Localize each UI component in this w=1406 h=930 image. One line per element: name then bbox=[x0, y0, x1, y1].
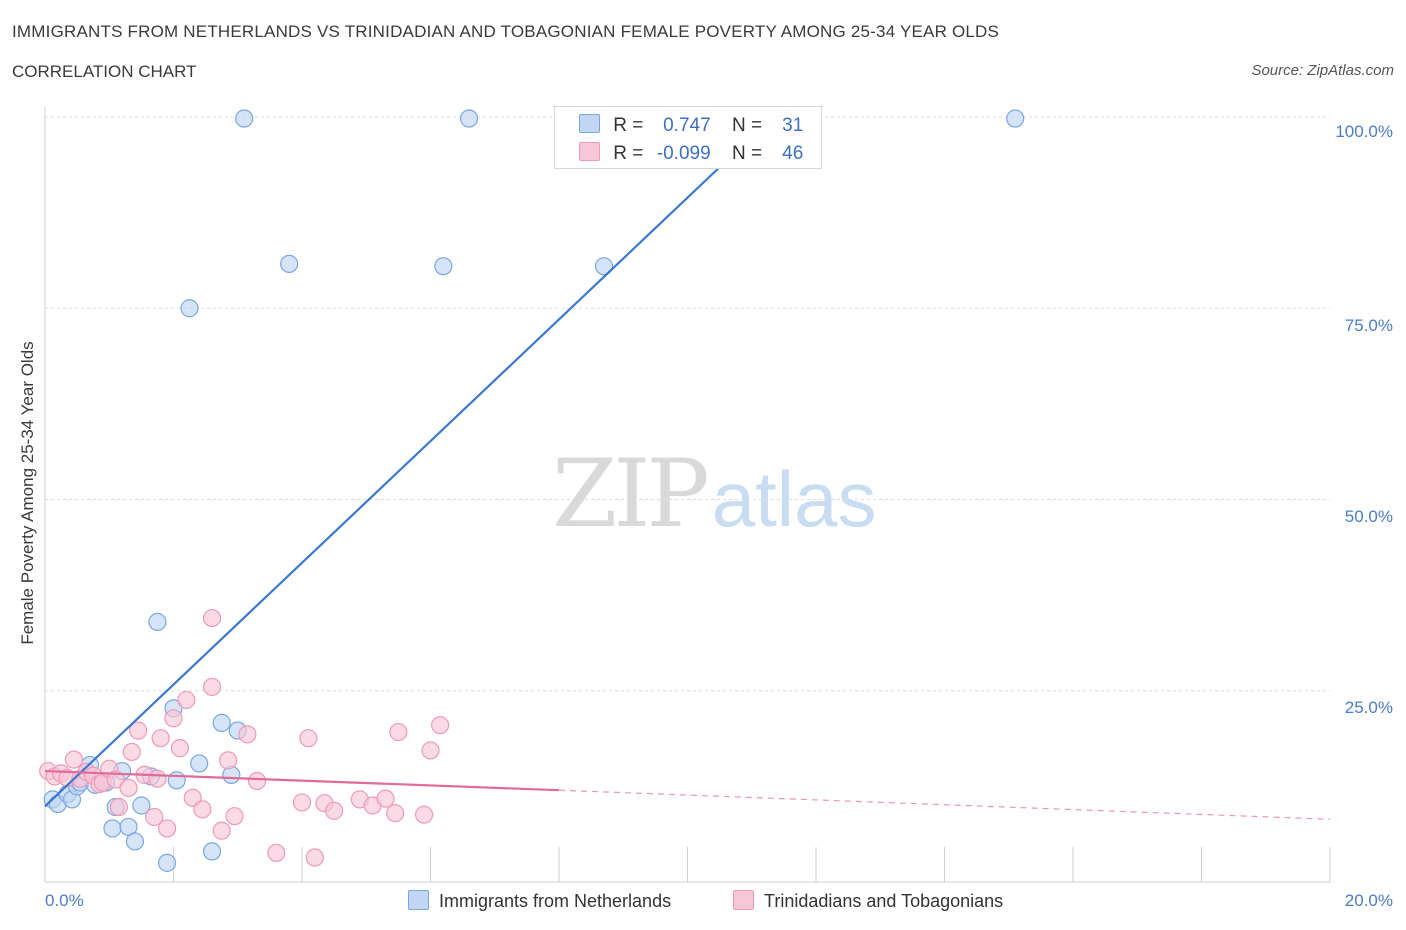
y-tick-label-25: 25.0% bbox=[1344, 698, 1393, 717]
legend-swatch-netherlands bbox=[579, 114, 600, 133]
netherlands-point-9 bbox=[103, 819, 122, 838]
trinidad-point-11 bbox=[106, 770, 125, 789]
x-tick-label-min: 0.0% bbox=[45, 891, 84, 910]
trinidad-point-32 bbox=[247, 771, 267, 791]
trinidad-point-4 bbox=[64, 750, 84, 769]
legend-swatch-trinidad bbox=[579, 142, 600, 161]
correlation-legend: R = 0.747 N = 31 R = -0.099 N = 46 bbox=[554, 106, 822, 169]
netherlands-trend-line bbox=[44, 123, 766, 808]
bottom-legend-netherlands: Immigrants from Netherlands bbox=[408, 890, 671, 912]
bottom-legend-label-trinidad: Trinidadians and Tobagonians bbox=[764, 891, 1004, 911]
trinidad-point-43 bbox=[389, 722, 408, 742]
bottom-legend-label-netherlands: Immigrants from Netherlands bbox=[439, 891, 672, 911]
y-tick-label-100: 100.0% bbox=[1335, 122, 1393, 141]
netherlands-point-27 bbox=[280, 254, 299, 273]
trinidad-point-41 bbox=[376, 789, 395, 808]
trinidad-trend-line bbox=[44, 769, 560, 792]
trinidad-point-18 bbox=[148, 769, 167, 788]
trinidad-point-45 bbox=[421, 741, 440, 760]
trinidad-point-29 bbox=[219, 751, 238, 770]
legend-n-netherlands: 31 bbox=[782, 115, 804, 136]
legend-row-trinidad: R = -0.099 N = 46 bbox=[579, 142, 803, 165]
netherlands-point-28 bbox=[434, 257, 453, 276]
legend-row-netherlands: R = 0.747 N = 31 bbox=[579, 114, 803, 137]
netherlands-point-22 bbox=[202, 842, 222, 861]
trinidad-point-33 bbox=[267, 843, 286, 863]
trinidad-point-31 bbox=[238, 725, 257, 744]
netherlands-point-19 bbox=[167, 771, 186, 790]
y-tick-label-50: 50.0% bbox=[1344, 507, 1393, 526]
netherlands-point-20 bbox=[180, 299, 199, 318]
trinidad-point-26 bbox=[202, 677, 222, 697]
netherlands-point-21 bbox=[190, 754, 209, 773]
trinidad-point-38 bbox=[325, 801, 344, 820]
trinidad-point-27 bbox=[202, 608, 222, 628]
trinidad-point-23 bbox=[177, 690, 196, 710]
trinidad-point-19 bbox=[151, 729, 170, 748]
trinidad-point-25 bbox=[193, 800, 212, 819]
trinidad-point-12 bbox=[109, 797, 128, 817]
trinidad-trend-line-extension bbox=[558, 789, 1331, 820]
netherlands-point-14 bbox=[132, 796, 151, 815]
legend-r-trinidad: -0.099 bbox=[656, 143, 711, 164]
chart-title: IMMIGRANTS FROM NETHERLANDS VS TRINIDADI… bbox=[12, 22, 1000, 41]
legend-r-netherlands: 0.747 bbox=[663, 115, 711, 136]
bottom-legend-swatch-netherlands bbox=[408, 890, 429, 910]
trinidad-point-35 bbox=[299, 729, 318, 748]
trinidad-point-46 bbox=[431, 716, 450, 735]
netherlands-point-29 bbox=[459, 109, 479, 128]
netherlands-point-26 bbox=[235, 109, 254, 128]
trinidad-point-22 bbox=[170, 739, 190, 758]
trinidad-point-30 bbox=[225, 807, 244, 826]
x-tick-label-max: 20.0% bbox=[1344, 891, 1393, 910]
trinidad-point-42 bbox=[386, 804, 405, 823]
chart-source: Source: ZipAtlas.com bbox=[1251, 62, 1394, 79]
y-tick-label-75: 75.0% bbox=[1344, 316, 1393, 335]
legend-n-trinidad: 46 bbox=[782, 143, 804, 164]
trinidad-point-17 bbox=[145, 807, 164, 827]
trinidad-point-44 bbox=[414, 805, 434, 824]
trinidad-point-14 bbox=[122, 742, 141, 762]
trinidad-point-28 bbox=[212, 821, 231, 840]
netherlands-point-17 bbox=[157, 853, 177, 872]
netherlands-point-16 bbox=[148, 612, 167, 632]
y-axis-label: Female Poverty Among 25-34 Year Olds bbox=[18, 341, 37, 645]
trinidad-point-34 bbox=[292, 793, 312, 812]
zipatlas-watermark: ZIPatlas bbox=[552, 440, 876, 549]
netherlands-point-30 bbox=[594, 257, 614, 276]
netherlands-point-13 bbox=[125, 832, 145, 851]
bottom-legend-trinidad: Trinidadians and Tobagonians bbox=[733, 890, 1003, 912]
trinidad-point-21 bbox=[164, 709, 183, 728]
trinidad-point-36 bbox=[305, 848, 324, 867]
bottom-legend-swatch-trinidad bbox=[733, 890, 754, 910]
netherlands-point-31 bbox=[1006, 109, 1025, 128]
trinidad-point-20 bbox=[157, 819, 177, 838]
netherlands-point-23 bbox=[212, 713, 231, 732]
chart-subtitle: CORRELATION CHART bbox=[12, 62, 197, 81]
watermark-zip: ZIP bbox=[552, 440, 710, 549]
trinidad-point-15 bbox=[129, 721, 148, 740]
trinidad-point-13 bbox=[119, 778, 138, 798]
